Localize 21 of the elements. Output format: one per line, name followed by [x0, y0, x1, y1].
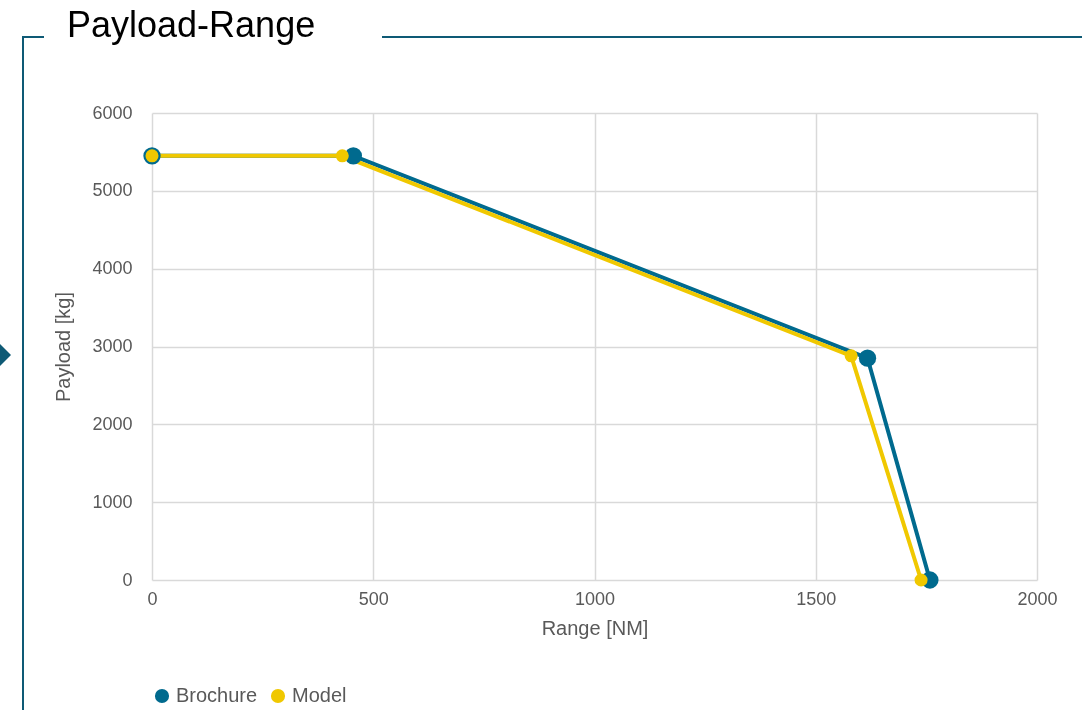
x-tick-label: 500 [358, 588, 389, 609]
point [858, 349, 877, 367]
legend-label: Brochure [176, 684, 258, 706]
point [844, 349, 858, 363]
x-tick-label: 1500 [796, 588, 837, 609]
x-tick-label: 2000 [1017, 588, 1058, 609]
y-tick-label: 4000 [92, 258, 133, 279]
y-tick-label: 3000 [92, 336, 133, 356]
y-tick-label: 6000 [92, 102, 133, 123]
legend-label: Model [292, 684, 347, 706]
y-tick-label: 2000 [92, 413, 133, 434]
y-tick-label: 5000 [92, 180, 133, 201]
x-tick-label: 1000 [574, 588, 616, 609]
y-tick-label: 0 [122, 569, 133, 590]
y-axis-title: Payload [kg] [52, 291, 75, 403]
point [335, 149, 349, 163]
chart-title: Payload-Range [65, 4, 318, 46]
x-tick-label: 0 [147, 588, 158, 609]
point [914, 573, 928, 587]
y-tick-label: 1000 [92, 491, 133, 512]
x-axis-title: Range [NM] [541, 616, 649, 639]
